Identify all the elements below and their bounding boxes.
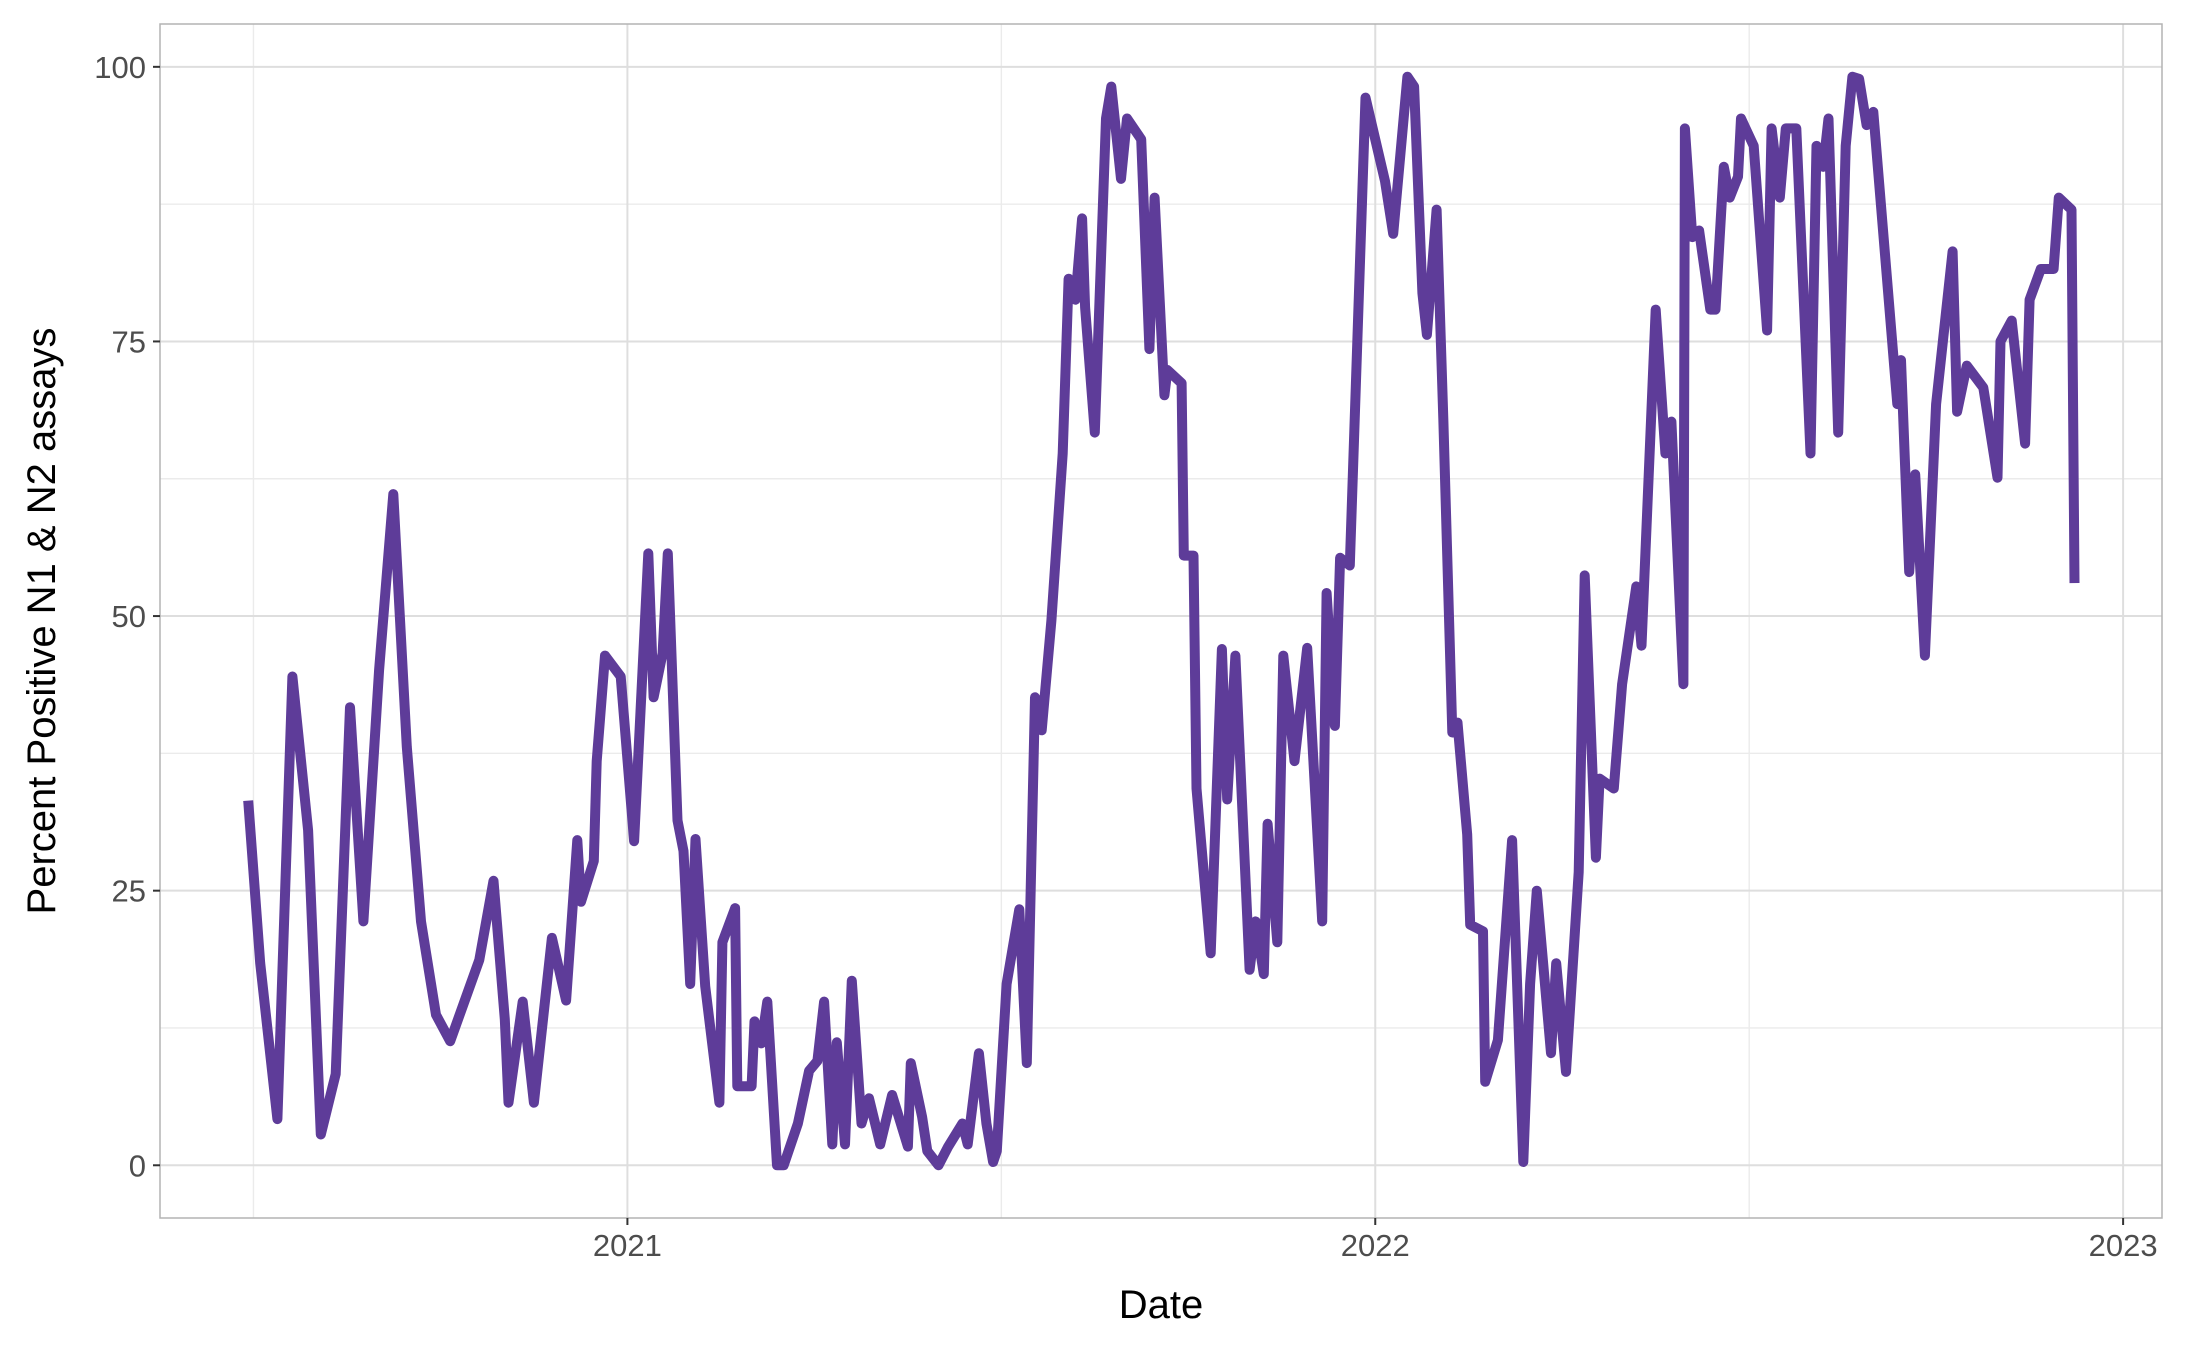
y-tick-label: 100	[94, 50, 146, 85]
y-tick-label: 50	[112, 599, 146, 634]
x-tick-label: 2023	[2089, 1228, 2158, 1263]
x-tick-label: 2022	[1341, 1228, 1410, 1263]
grid	[160, 24, 2162, 1218]
panel-border	[159, 23, 2163, 1219]
y-axis-title: Percent Positive N1 & N2 assays	[20, 328, 64, 915]
y-tick-label: 0	[129, 1148, 146, 1183]
y-tick-label: 75	[112, 324, 146, 359]
y-tick-label: 25	[112, 874, 146, 909]
x-tick-label: 2021	[593, 1228, 662, 1263]
data-line	[243, 71, 2080, 1171]
x-axis-title: Date	[1119, 1283, 1204, 1327]
